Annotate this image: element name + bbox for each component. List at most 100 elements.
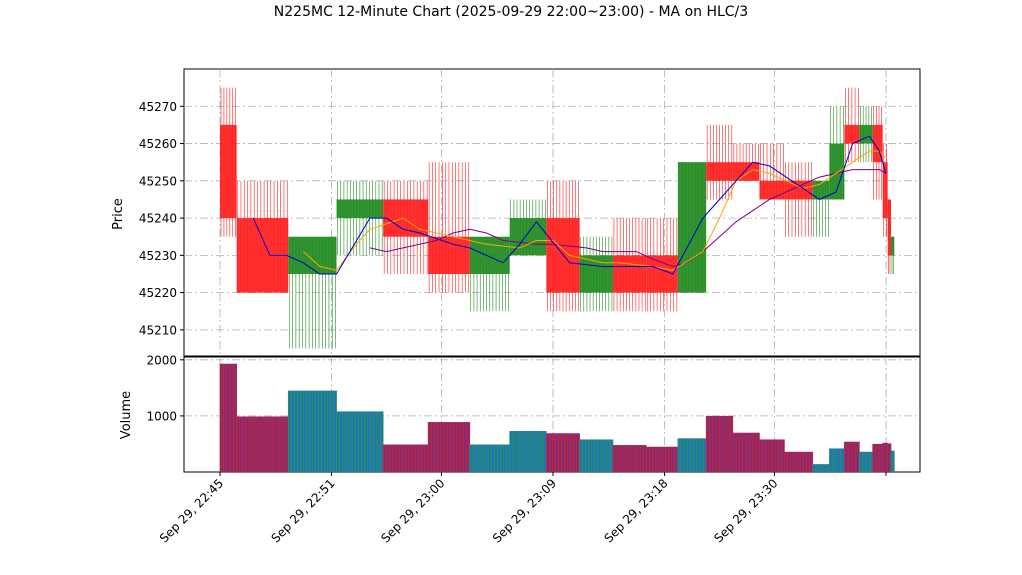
volume-bar-fill bbox=[469, 444, 510, 472]
x-tick-label: Sep 29, 22:45 bbox=[157, 476, 226, 545]
x-axis: Sep 29, 22:45 Sep 29, 22:51 Sep 29, 23:00 S… bbox=[157, 472, 887, 545]
volume-bar bbox=[219, 363, 237, 472]
volume-bar bbox=[705, 415, 734, 472]
volume-bar bbox=[890, 450, 895, 472]
ma-short-line bbox=[252, 135, 887, 275]
price-tick-label: 45240 bbox=[139, 212, 177, 226]
volume-bar bbox=[287, 390, 337, 472]
candle-body bbox=[612, 255, 647, 293]
volume-bar-fill bbox=[579, 439, 613, 472]
volume-bar-fill bbox=[236, 416, 289, 472]
volume-bar bbox=[859, 451, 874, 472]
volume-bar-fill bbox=[677, 438, 707, 472]
volume-bar bbox=[677, 438, 707, 472]
candle bbox=[882, 143, 888, 237]
volume-bar-fill bbox=[887, 443, 891, 472]
price-tick-label: 45260 bbox=[139, 137, 177, 151]
x-tick-label: Sep 29, 22:51 bbox=[268, 476, 337, 545]
x-tick-label: Sep 29, 23:18 bbox=[601, 476, 670, 545]
candle-body bbox=[887, 199, 891, 256]
volume-bar-fill bbox=[882, 442, 888, 472]
candle-body bbox=[882, 162, 888, 219]
volume-bar bbox=[545, 433, 580, 472]
volume-panel: 1000 2000 Volume bbox=[119, 353, 921, 473]
volume-bar bbox=[612, 445, 647, 472]
volume-bar-fill bbox=[546, 433, 580, 472]
price-tick-label: 45210 bbox=[139, 323, 177, 337]
candle bbox=[677, 162, 707, 293]
candle-body bbox=[383, 199, 429, 237]
candle-body bbox=[890, 236, 895, 256]
candle bbox=[220, 87, 237, 237]
candle-body bbox=[859, 124, 873, 144]
x-tick-label: Sep 29, 23:09 bbox=[490, 476, 559, 545]
candle-body bbox=[677, 162, 707, 293]
ma-long-line bbox=[369, 169, 887, 268]
volume-bar bbox=[509, 431, 547, 472]
volume-bar-fill bbox=[872, 443, 883, 472]
candle-body bbox=[829, 143, 845, 200]
candle bbox=[236, 180, 289, 293]
price-axis-label: Price bbox=[111, 198, 126, 230]
candle bbox=[706, 124, 733, 200]
candle bbox=[890, 236, 895, 274]
candle bbox=[844, 87, 860, 163]
x-tick-label: Sep 29, 23:00 bbox=[378, 476, 447, 545]
volume-bar bbox=[784, 451, 814, 472]
price-tick-label: 45270 bbox=[139, 100, 177, 114]
candle bbox=[469, 236, 510, 312]
candle-body bbox=[706, 162, 733, 181]
price-candles bbox=[220, 87, 895, 349]
price-tick-label: 45250 bbox=[139, 174, 177, 188]
volume-bar-fill bbox=[890, 450, 895, 472]
volume-bar bbox=[882, 442, 889, 472]
candle bbox=[428, 162, 470, 293]
candle bbox=[336, 180, 384, 256]
volume-bar bbox=[872, 443, 884, 472]
candle-body bbox=[220, 124, 237, 219]
volume-bar bbox=[829, 448, 845, 472]
volume-bar bbox=[645, 446, 679, 472]
volume-bar bbox=[236, 416, 289, 472]
price-panel: 45210 45220 45230 45240 45250 45260 45270 Pric… bbox=[111, 68, 921, 357]
ma-lines bbox=[252, 135, 887, 275]
candle bbox=[509, 199, 547, 256]
candle bbox=[732, 143, 760, 181]
volume-tick-label: 1000 bbox=[146, 409, 177, 423]
ma-mid-line bbox=[302, 150, 887, 271]
candle bbox=[288, 236, 337, 349]
volume-bar bbox=[469, 444, 511, 472]
candle bbox=[872, 106, 883, 200]
candle bbox=[759, 143, 785, 200]
volume-axis-label: Volume bbox=[119, 391, 134, 439]
candle-body bbox=[732, 162, 760, 181]
volume-y-axis: 1000 2000 bbox=[146, 353, 184, 423]
candle bbox=[887, 199, 891, 274]
volume-bar bbox=[887, 443, 892, 472]
volume-bar bbox=[336, 411, 384, 472]
volume-bar-fill bbox=[612, 445, 647, 472]
candle-body bbox=[336, 199, 384, 219]
volume-bar bbox=[759, 439, 785, 472]
volume-bar-fill bbox=[784, 451, 813, 472]
volume-bar-fill bbox=[220, 363, 237, 472]
volume-bar bbox=[579, 439, 614, 472]
x-tick-label: Sep 29, 23:30 bbox=[711, 476, 780, 545]
price-y-axis: 45210 45220 45230 45240 45250 45260 45270 bbox=[139, 100, 184, 337]
candle-body bbox=[759, 180, 785, 200]
candle-body bbox=[784, 180, 813, 200]
candle-body bbox=[288, 236, 337, 274]
candle bbox=[383, 180, 429, 274]
chart-title: N225MC 12-Minute Chart (2025-09-29 22:00… bbox=[274, 4, 748, 20]
volume-bar bbox=[812, 464, 830, 472]
volume-tick-label: 2000 bbox=[146, 353, 177, 367]
price-tick-label: 45230 bbox=[139, 249, 177, 263]
volume-bar-fill bbox=[812, 464, 830, 472]
volume-bar bbox=[732, 432, 760, 472]
price-tick-label: 45220 bbox=[139, 286, 177, 300]
candle-body bbox=[872, 124, 883, 163]
candle bbox=[829, 106, 845, 200]
volume-bar-fill bbox=[336, 411, 384, 472]
volume-bar-fill bbox=[428, 422, 470, 472]
